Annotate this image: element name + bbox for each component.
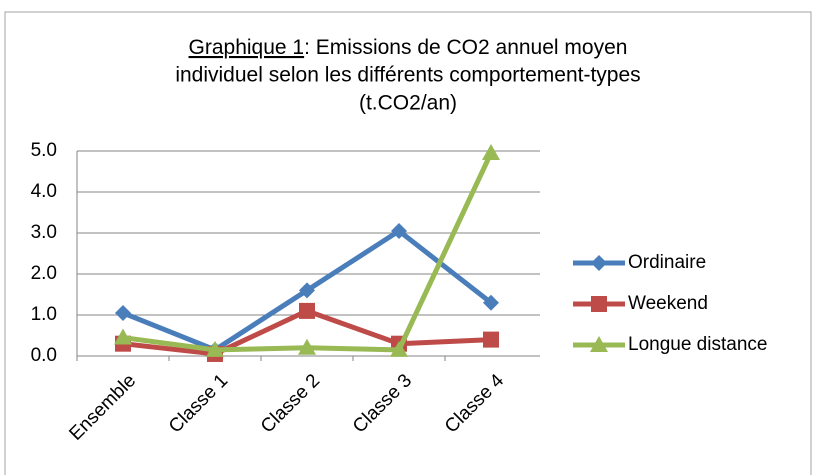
marker bbox=[115, 304, 131, 321]
marker bbox=[299, 282, 315, 299]
marker bbox=[391, 222, 407, 239]
marker bbox=[591, 296, 607, 312]
chart-title: Graphique 1: Emissions de CO2 annuel moy… bbox=[189, 36, 628, 59]
chart-frame bbox=[4, 11, 812, 475]
marker bbox=[298, 338, 316, 355]
title-line: individuel selon les différents comporte… bbox=[175, 64, 640, 87]
title-label: Graphique 1 bbox=[189, 36, 305, 59]
y-tick-label: 5.0 bbox=[31, 140, 57, 161]
y-tick-label: 3.0 bbox=[31, 222, 57, 243]
title-line: : Emissions de CO2 annuel moyen bbox=[304, 36, 627, 59]
marker bbox=[390, 340, 408, 357]
marker bbox=[206, 340, 224, 357]
legend-label: Weekend bbox=[628, 293, 708, 314]
y-tick-label: 2.0 bbox=[31, 263, 57, 284]
y-tick-label: 1.0 bbox=[31, 304, 57, 325]
marker bbox=[483, 331, 499, 348]
legend-label: Longue distance bbox=[628, 334, 767, 355]
legend-label: Ordinaire bbox=[628, 252, 706, 273]
y-tick-label: 4.0 bbox=[31, 181, 57, 202]
marker bbox=[482, 144, 500, 161]
marker bbox=[299, 302, 315, 319]
y-tick-label: 0.0 bbox=[31, 345, 57, 366]
marker bbox=[114, 328, 132, 345]
marker bbox=[591, 255, 607, 271]
title-line: (t.CO2/an) bbox=[359, 92, 457, 115]
marker bbox=[590, 336, 608, 352]
marker bbox=[483, 294, 499, 311]
